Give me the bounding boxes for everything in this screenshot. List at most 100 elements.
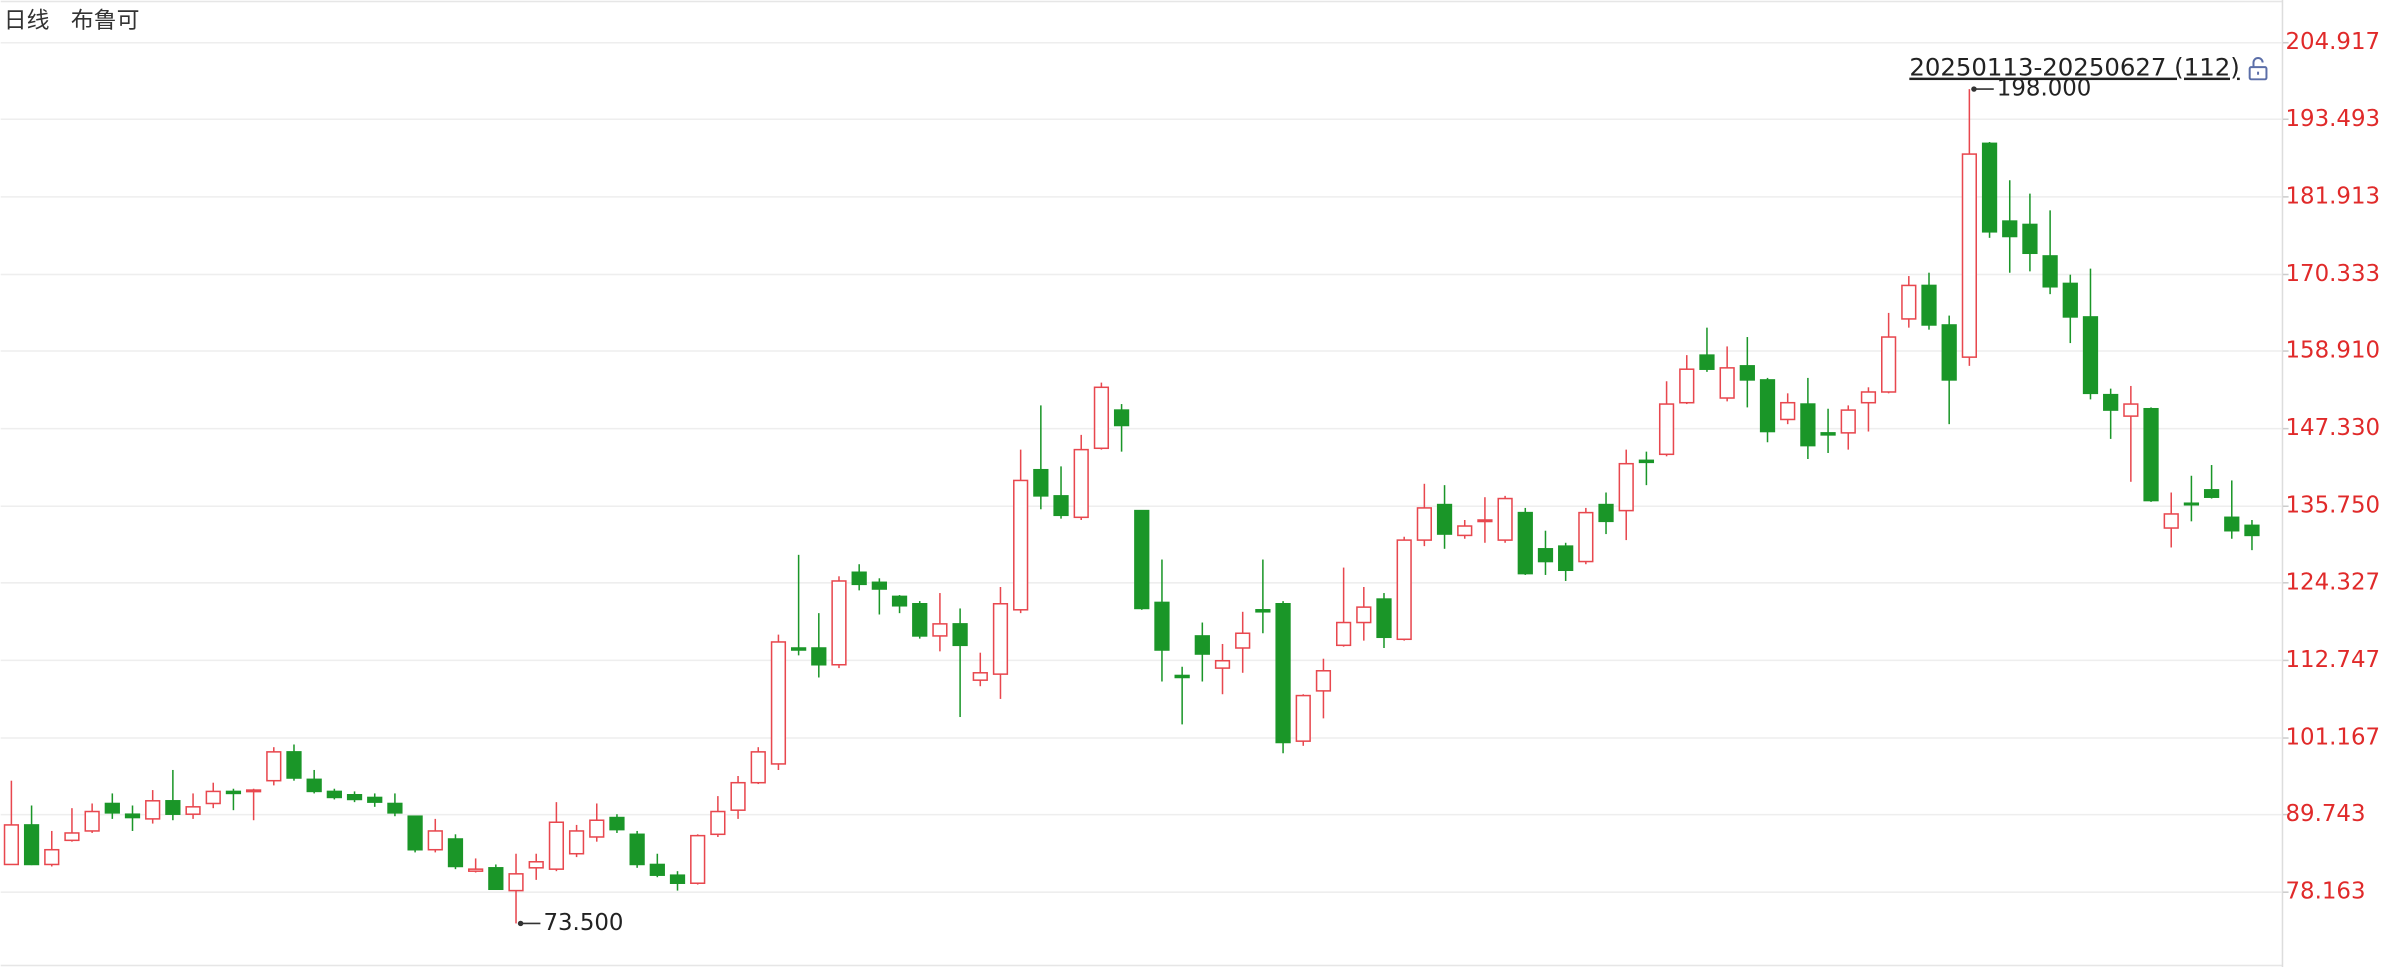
candle-body: [2163, 513, 2179, 529]
candle: [790, 554, 807, 656]
candle: [1941, 315, 1957, 425]
candle: [1901, 276, 1917, 328]
candle-body: [1497, 497, 1513, 541]
candle-body: [1699, 354, 1715, 370]
candle: [750, 747, 766, 785]
candle: [1739, 337, 1755, 408]
candle: [1658, 381, 1675, 457]
candle: [1174, 666, 1190, 725]
candle-body: [1235, 632, 1251, 649]
candle-body: [64, 832, 80, 842]
candle-body: [1396, 539, 1412, 641]
candle: [387, 793, 403, 817]
stock-name[interactable]: 布鲁可: [71, 8, 140, 34]
candle-body: [1679, 368, 1695, 404]
candle-body: [851, 571, 867, 586]
candle: [1638, 451, 1655, 486]
y-tick-label: 112.747: [2286, 647, 2381, 673]
candle-body: [1901, 284, 1917, 320]
candle: [104, 793, 120, 819]
candle: [2062, 274, 2078, 344]
candle-body: [1457, 525, 1473, 537]
candle: [2183, 475, 2200, 522]
candle-body: [286, 751, 302, 779]
candle: [2143, 407, 2159, 502]
candle: [185, 793, 201, 819]
y-tick-label: 204.917: [2286, 29, 2381, 55]
candle-body: [3, 824, 20, 866]
candle: [831, 576, 847, 669]
candle: [23, 805, 40, 866]
candle: [1981, 142, 1998, 238]
candle: [770, 634, 787, 770]
candle-body: [2042, 255, 2058, 288]
candle-body: [346, 794, 363, 801]
candle: [1315, 658, 1332, 719]
candle-body: [1941, 324, 1957, 381]
y-tick-label: 170.333: [2286, 261, 2381, 287]
candle-body: [932, 623, 948, 637]
candle-body: [306, 778, 322, 793]
candle-body: [649, 863, 665, 876]
candle-body: [1537, 548, 1554, 563]
annotation-label: 198.000: [1997, 76, 2092, 102]
candle: [649, 853, 665, 878]
candle-body: [205, 790, 221, 805]
candle-body: [2022, 223, 2038, 255]
candle: [2002, 180, 2018, 273]
candle-body: [1840, 409, 1856, 434]
chart-title: 日线: [4, 8, 50, 34]
candle: [1679, 355, 1695, 405]
candle: [1860, 387, 1877, 432]
candle-body: [1739, 365, 1755, 381]
candle-body: [1759, 379, 1776, 433]
candle-body: [548, 821, 565, 870]
lock-icon[interactable]: [2248, 57, 2268, 81]
y-tick-label: 147.330: [2286, 415, 2381, 441]
annotation-label: 73.500: [543, 910, 623, 936]
candle-body: [1053, 495, 1069, 517]
candle-body: [2103, 393, 2119, 411]
candle-body: [871, 581, 887, 590]
candle-body: [145, 800, 161, 820]
candle-body: [44, 848, 60, 866]
candle-body: [710, 810, 726, 836]
candle: [952, 608, 968, 718]
candle: [1134, 509, 1150, 610]
candle: [891, 595, 908, 614]
candle: [1961, 89, 1977, 366]
y-tick-label: 101.167: [2286, 725, 2381, 751]
date-range[interactable]: 20250113-20250627 (112): [1909, 53, 2239, 82]
candle-body: [831, 580, 847, 666]
candle-body: [488, 867, 504, 891]
candle-body: [1093, 386, 1110, 450]
candle: [568, 824, 585, 858]
candle: [972, 652, 988, 687]
candle-body: [690, 834, 706, 884]
candle-body: [1194, 635, 1210, 655]
candle-body: [1658, 403, 1675, 456]
candle: [1881, 312, 1897, 394]
candle: [1497, 495, 1513, 543]
candle-body: [1598, 503, 1614, 523]
candle: [1719, 346, 1735, 402]
candle-body: [1214, 659, 1231, 669]
candle-body: [1719, 367, 1735, 399]
candle: [1295, 694, 1311, 746]
candle-body: [891, 595, 908, 607]
candle-body: [387, 802, 403, 814]
candle: [84, 803, 100, 833]
candle-body: [2143, 407, 2159, 502]
y-tick-label: 158.910: [2286, 338, 2381, 364]
candle: [851, 564, 867, 591]
candle: [1618, 449, 1634, 541]
candle: [1013, 449, 1029, 614]
candle-body: [952, 623, 968, 647]
candle: [669, 871, 686, 891]
candle: [2042, 210, 2058, 295]
candle: [1416, 483, 1432, 547]
candle-body: [84, 810, 100, 832]
candle-body: [730, 781, 746, 811]
candle: [2103, 388, 2119, 439]
